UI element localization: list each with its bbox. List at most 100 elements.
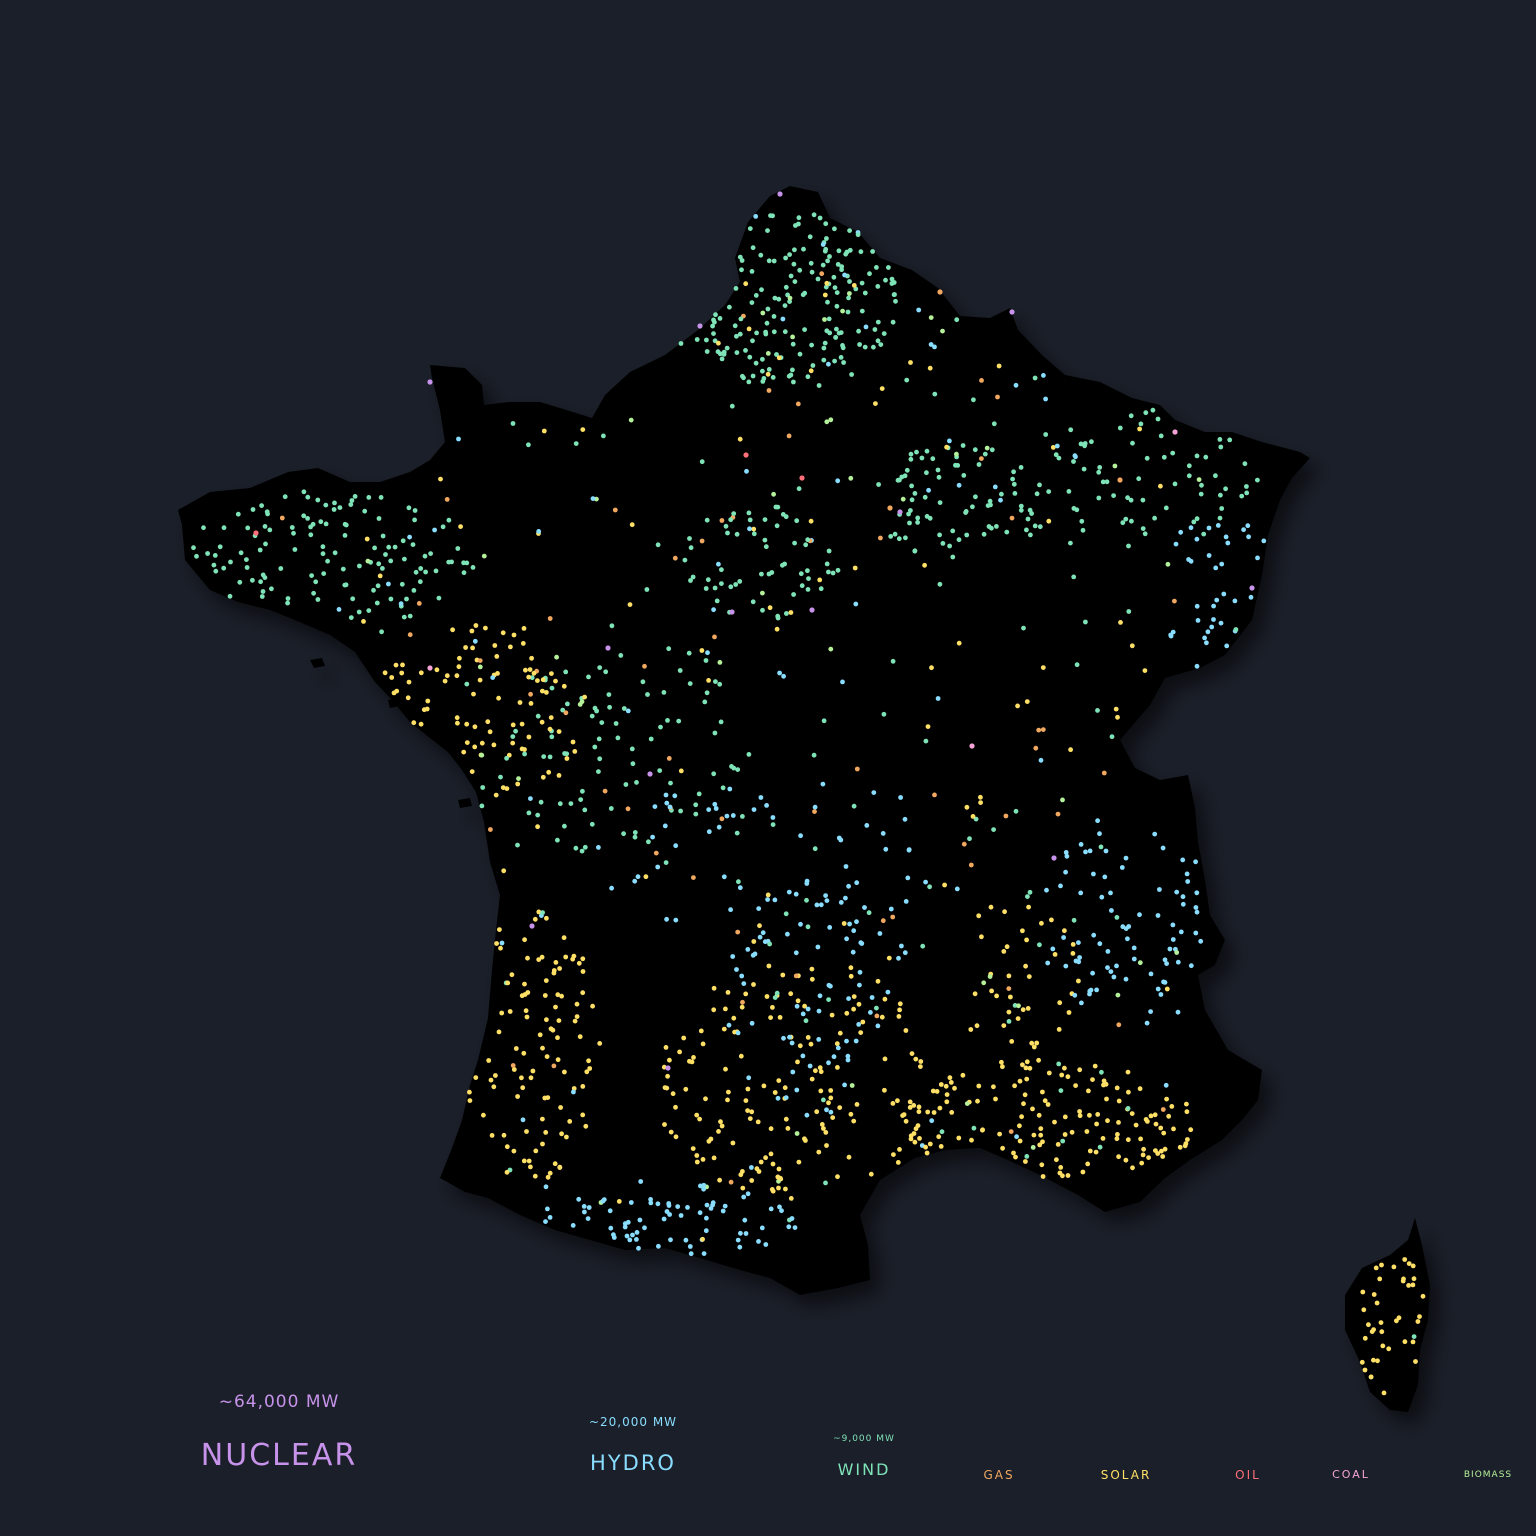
solar-plant-marker [826,1100,831,1106]
wind-plant-marker [1068,540,1073,546]
wind-plant-marker [263,541,268,547]
wind-plant-marker [538,799,544,805]
wind-plant-marker [772,995,778,1000]
hydro-plant-marker [1043,396,1048,402]
solar-plant-marker [1020,928,1025,934]
hydro-plant-marker [1123,976,1129,982]
wind-plant-marker [765,306,771,312]
wind-plant-marker [510,421,516,426]
legend-biomass[interactable]: BIOMASS [1464,1470,1512,1480]
wind-plant-marker [801,246,806,252]
solar-plant-marker [1062,1065,1067,1071]
wind-plant-marker [771,258,777,264]
solar-plant-marker [725,1097,730,1103]
nuclear-plant-marker [809,607,815,613]
legend-hydro[interactable]: ~20,000 MW HYDRO [589,1415,677,1475]
solar-plant-marker [477,677,483,683]
legend-oil[interactable]: OIL [1235,1468,1261,1482]
solar-plant-marker [681,1035,687,1041]
solar-plant-marker [851,1006,856,1012]
solar-plant-marker [1085,1161,1091,1167]
wind-plant-marker [735,767,741,772]
wind-plant-marker [836,248,842,254]
solar-plant-marker [797,1043,803,1049]
biomass-plant-marker [848,475,854,481]
hydro-plant-marker [1221,591,1227,597]
solar-plant-marker [1077,1109,1082,1114]
hydro-plant-marker [781,673,786,679]
wind-plant-marker [815,276,821,282]
hydro-plant-marker [1214,597,1220,603]
legend-solar[interactable]: SOLAR [1101,1468,1152,1482]
wind-plant-marker [908,508,913,513]
solar-plant-marker [540,677,546,683]
solar-plant-marker [803,1138,808,1143]
solar-plant-marker [587,1066,593,1071]
solar-plant-marker [699,648,705,653]
wind-plant-marker [728,584,734,590]
legend-biomass-label: BIOMASS [1463,1470,1513,1480]
hydro-plant-marker [528,796,533,801]
wind-plant-marker [991,421,997,427]
wind-plant-marker [378,495,384,500]
hydro-plant-marker [846,883,851,889]
wind-plant-marker [1011,469,1016,475]
solar-plant-marker [923,1144,928,1150]
nuclear-plant-marker [665,1065,671,1071]
wind-plant-marker [740,373,745,379]
legend-coal[interactable]: COAL [1332,1468,1370,1481]
hydro-plant-marker [857,969,863,975]
hydro-plant-marker [868,1010,873,1015]
gas-plant-marker [874,1013,880,1019]
hydro-plant-marker [775,1095,781,1101]
biomass-plant-marker [790,334,795,340]
wind-plant-marker [1078,441,1084,447]
hydro-plant-marker [896,955,901,961]
wind-plant-marker [797,267,803,273]
wind-plant-marker [796,486,802,492]
wind-plant-marker [705,577,711,583]
wind-plant-marker [832,358,837,364]
gas-plant-marker [878,535,883,541]
wind-plant-marker [331,507,337,512]
solar-plant-marker [491,1084,497,1090]
wind-plant-marker [632,834,638,840]
solar-plant-marker [1070,942,1076,947]
hydro-plant-marker [1194,536,1200,542]
wind-plant-marker [947,543,952,549]
solar-plant-marker [1410,1282,1416,1288]
wind-plant-marker [759,571,764,577]
wind-plant-marker [970,504,975,510]
wind-plant-marker [589,713,595,719]
hydro-plant-marker [935,696,941,701]
legend-gas[interactable]: GAS [983,1468,1014,1482]
wind-plant-marker [994,524,999,529]
wind-plant-marker [1223,486,1228,492]
wind-plant-marker [694,337,700,342]
hydro-plant-marker [846,996,851,1001]
wind-plant-marker [399,581,405,587]
wind-plant-marker [724,345,730,351]
solar-plant-marker [526,674,532,680]
biomass-plant-marker [717,660,723,665]
solar-plant-marker [393,662,399,668]
solar-plant-marker [555,1057,561,1063]
solar-plant-marker [531,670,537,676]
legend-wind[interactable]: ~9,000 MW WIND [833,1434,895,1479]
wind-plant-marker [1199,482,1204,488]
wind-plant-marker [889,276,895,282]
gas-plant-marker [416,601,422,606]
wind-plant-marker [386,544,392,550]
wind-plant-marker [1125,1106,1131,1111]
wind-plant-marker [262,575,268,580]
solar-plant-marker [543,978,549,983]
solar-plant-marker [1058,1165,1064,1170]
hydro-plant-marker [634,1237,639,1242]
wind-plant-marker [807,234,813,240]
solar-plant-marker [1040,1174,1046,1179]
solar-plant-marker [1042,1098,1048,1104]
solar-plant-marker [530,1068,536,1074]
hydro-plant-marker [1194,890,1200,896]
solar-plant-marker [574,1014,580,1019]
legend-nuclear[interactable]: ~64,000 MW NUCLEAR [201,1392,357,1473]
